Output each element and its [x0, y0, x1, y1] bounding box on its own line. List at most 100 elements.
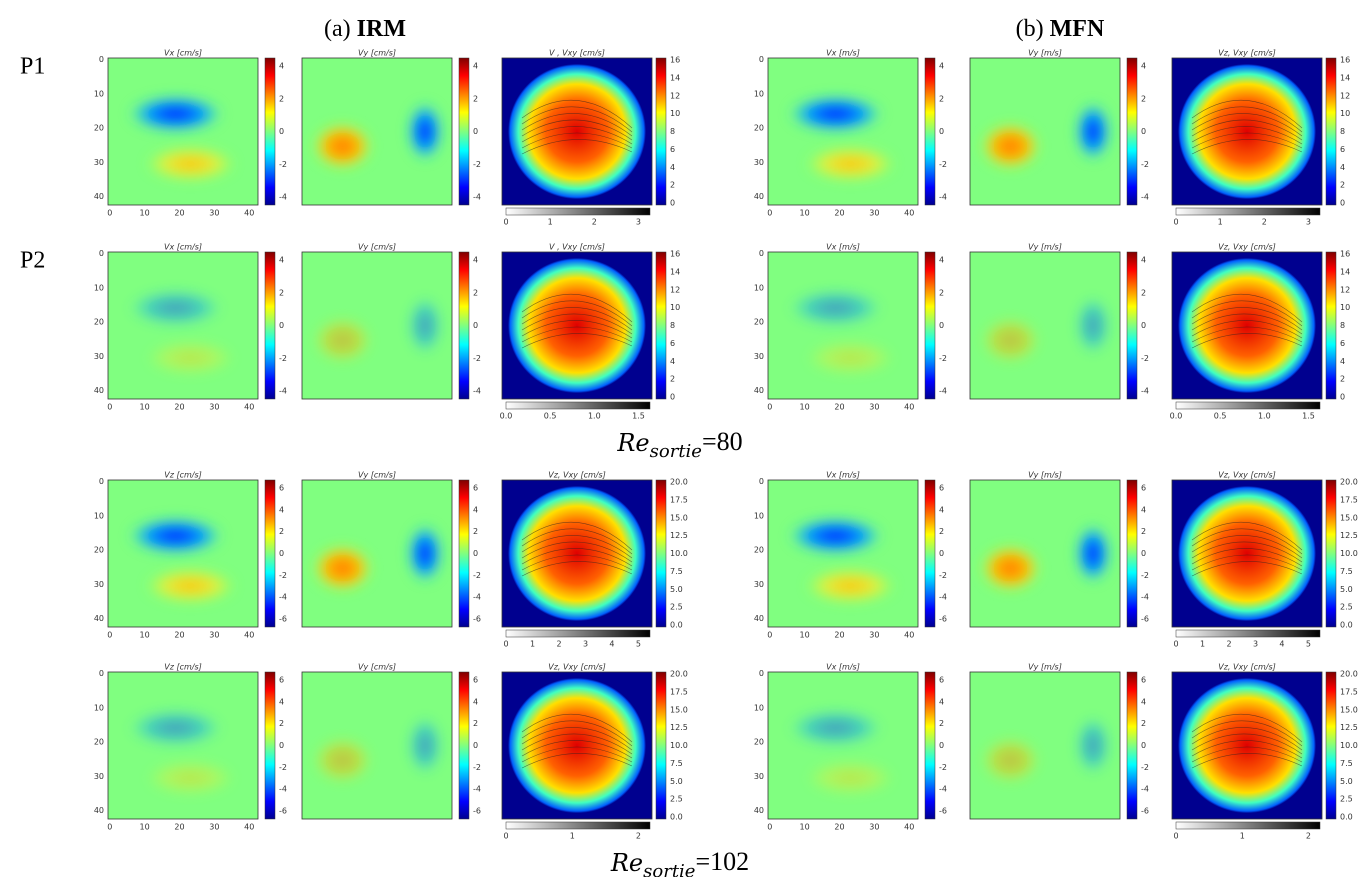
colorbar-tick-label: 14 [1340, 267, 1350, 276]
speed-tick-label: 1.0 [1258, 412, 1271, 421]
row-label: P1 [20, 54, 45, 80]
colorbar-tick-label: 5.0 [1340, 585, 1353, 594]
header-name: IRM [357, 16, 406, 42]
streamline [521, 733, 633, 755]
colorbar-tick-label: -4 [939, 593, 947, 602]
colorbar-tick-label: 4 [939, 505, 944, 514]
colorbar-tick-label: 16 [1340, 250, 1350, 259]
y-tick-label: 0 [759, 249, 764, 258]
colorbar [264, 671, 276, 820]
colorbar-tick-label: -6 [1141, 807, 1149, 816]
colorbar-tick-label: 8 [1340, 321, 1345, 330]
y-tick-label: 10 [754, 89, 764, 98]
x-tick-label: 20 [174, 631, 184, 640]
speed-tick-label: 0.5 [1214, 412, 1227, 421]
panel-frame [767, 479, 919, 628]
colorbar-tick-label: 2.5 [670, 795, 683, 804]
speed-tick-label: 4 [1279, 640, 1284, 649]
colorbar-tick-label: -4 [473, 593, 481, 602]
heatmap [302, 480, 452, 627]
colorbar-tick-label: 4 [670, 357, 675, 366]
panel-title: Vy [cm/s] [358, 49, 396, 58]
colorbar-tick-label: 0 [939, 127, 944, 136]
colorbar [1325, 251, 1337, 400]
colorbar [655, 57, 667, 206]
y-tick-label: 0 [99, 669, 104, 678]
colorbar-tick-label: 0.0 [670, 621, 683, 630]
panel-title: Vy [m/s] [1028, 243, 1062, 252]
x-tick-label: 40 [244, 209, 254, 218]
colorbar [1325, 479, 1337, 628]
streamline [1191, 528, 1303, 555]
colorbar-tick-label: 0 [1141, 321, 1146, 330]
x-tick-label: 30 [869, 209, 879, 218]
caption: Resortie=102 [610, 847, 749, 877]
colorbar [1126, 671, 1138, 820]
colorbar-tick-label: -2 [279, 354, 287, 363]
blob [127, 516, 224, 555]
colorbar-tick-label: 12.5 [1340, 723, 1358, 732]
colorbar-tick-label: 0 [279, 549, 284, 558]
panel-title: Vz, Vxy [cm/s] [548, 471, 606, 480]
streamline [521, 326, 633, 343]
streamline [1191, 119, 1303, 141]
streamline [521, 320, 633, 339]
colorbar-tick-label: 4 [473, 256, 478, 265]
colorbar-tick-label: 2 [279, 527, 284, 536]
y-tick-label: 0 [99, 55, 104, 64]
x-tick-label: 10 [800, 631, 810, 640]
streamline [521, 300, 633, 327]
y-tick-label: 10 [754, 511, 764, 520]
colorbar-tick-label: -4 [1141, 387, 1149, 396]
panel-title: Vy [cm/s] [358, 471, 396, 480]
streamline [1191, 733, 1303, 755]
blob [508, 63, 646, 200]
x-tick-label: 30 [869, 823, 879, 832]
colorbar-tick-label: 0 [473, 321, 478, 330]
x-tick-label: 20 [174, 403, 184, 412]
colorbar-tick-label: -2 [473, 571, 481, 580]
streamline [521, 521, 633, 551]
colorbar-tick-label: 2 [670, 181, 675, 190]
x-tick-label: 10 [800, 823, 810, 832]
heatmap [970, 480, 1120, 627]
streamline [521, 119, 633, 141]
colorbar-tick-label: 6 [473, 484, 478, 493]
colorbar-tick-label: 7.5 [1340, 567, 1353, 576]
colorbar-tick-label: -2 [939, 354, 947, 363]
x-tick-label: 20 [174, 209, 184, 218]
speed-tick-label: 1 [1218, 218, 1223, 227]
colorbar-tick-label: 2 [473, 719, 478, 728]
panel-frame [107, 479, 259, 628]
x-tick-label: 30 [209, 403, 219, 412]
heatmap [970, 672, 1120, 819]
panel-title: V , Vxy [cm/s] [549, 49, 605, 58]
streamline [521, 113, 633, 137]
y-tick-label: 10 [94, 89, 104, 98]
colorbar-tick-label: 2 [1340, 375, 1345, 384]
colorbar-tick-label: 10 [670, 109, 680, 118]
colorbar-tick-label: 6 [670, 145, 675, 154]
panel-frame [1171, 57, 1323, 206]
streamline [1191, 548, 1303, 567]
speed-tick-label: 0.0 [1170, 412, 1183, 421]
colorbar-tick-label: -4 [279, 193, 287, 202]
colorbar-tick-label: 16 [670, 250, 680, 259]
panel-frame [767, 671, 919, 820]
colorbar-tick-label: -4 [473, 785, 481, 794]
streamline [1191, 132, 1303, 149]
colorbar-tick-label: 4 [939, 256, 944, 265]
column-header: (b) MFN [1016, 16, 1105, 42]
caption-subscript: sortie [643, 861, 695, 877]
y-tick-label: 30 [94, 580, 104, 589]
heatmap [502, 480, 652, 627]
colorbar-tick-label: -6 [1141, 615, 1149, 624]
streamline [1191, 126, 1303, 145]
speed-tick-label: 0 [503, 640, 508, 649]
colorbar-tick-label: 8 [1340, 127, 1345, 136]
panel-title: Vz, Vxy [cm/s] [1218, 471, 1276, 480]
colorbar-tick-label: -4 [279, 387, 287, 396]
colorbar-tick-label: 6 [939, 676, 944, 685]
y-tick-label: 40 [94, 192, 104, 201]
colorbar-tick-label: 2 [1141, 94, 1146, 103]
